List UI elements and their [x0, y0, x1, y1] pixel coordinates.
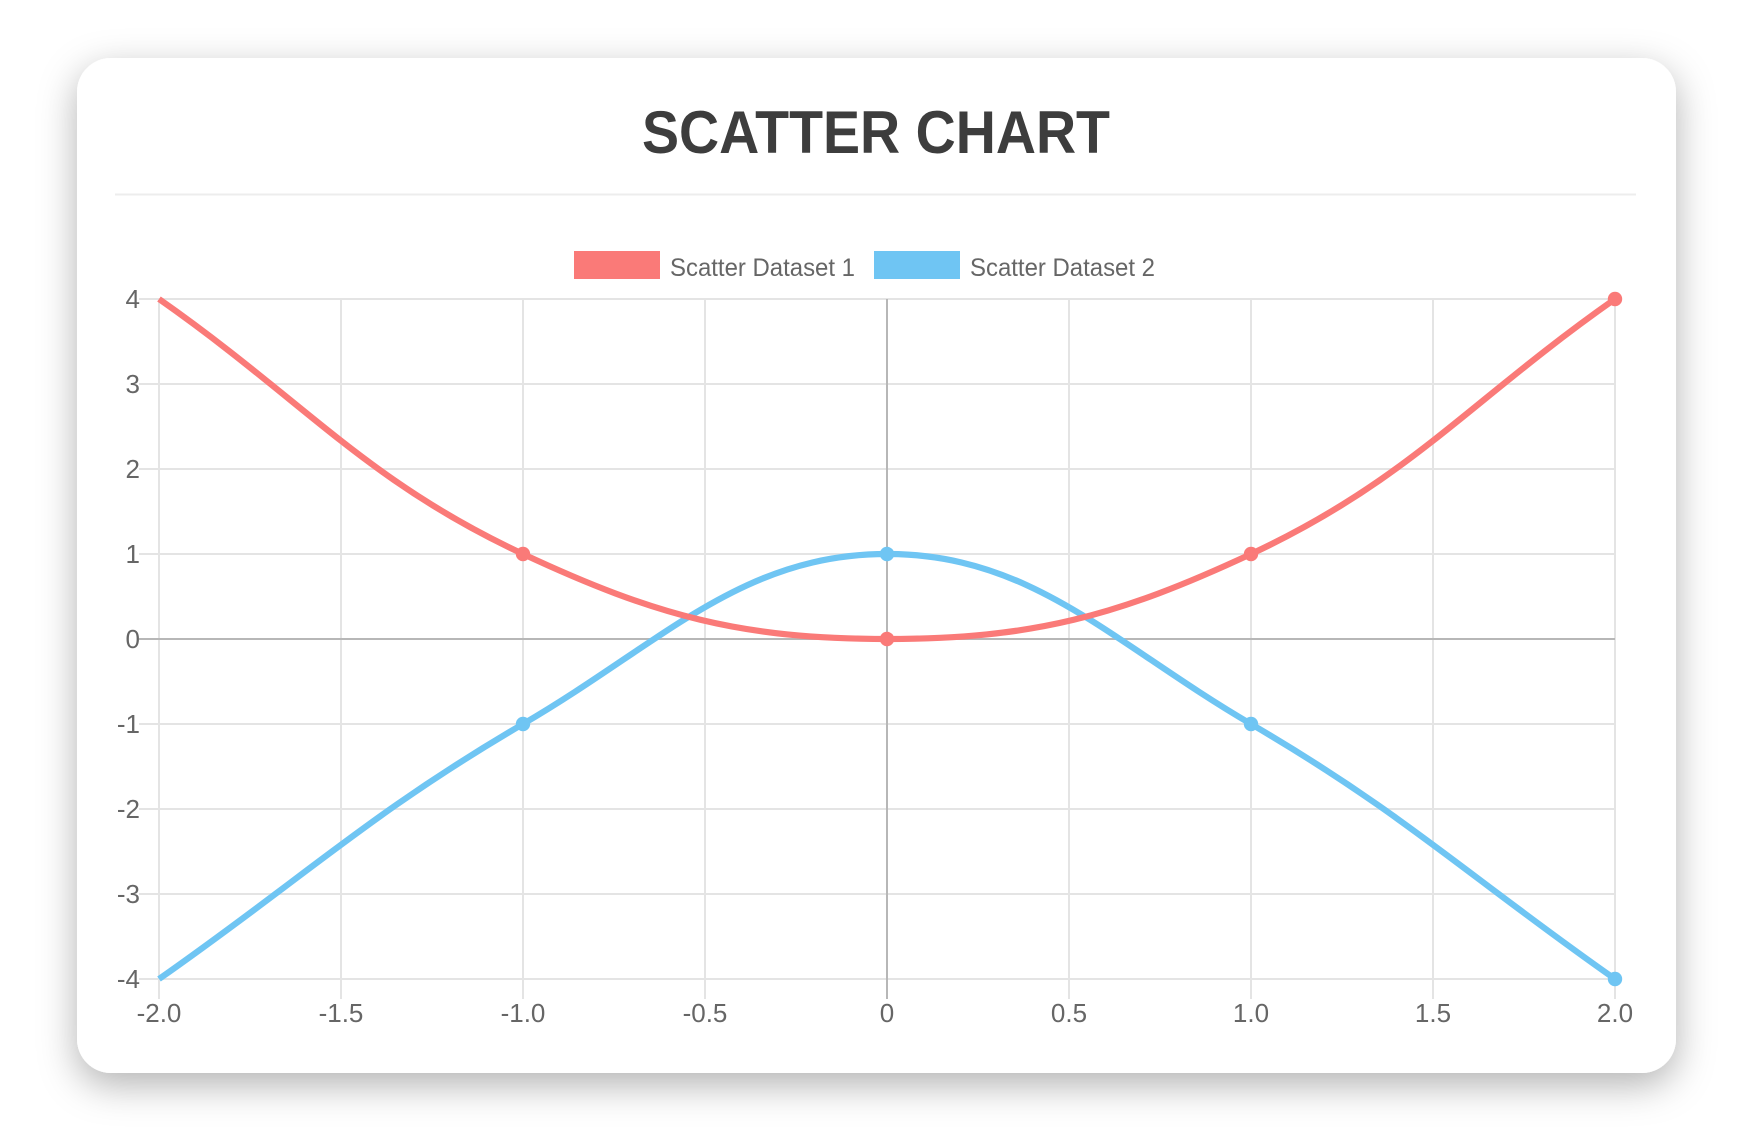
- svg-text:0: 0: [880, 998, 894, 1028]
- svg-text:-3: -3: [117, 879, 140, 909]
- svg-text:1.0: 1.0: [1233, 998, 1269, 1028]
- svg-text:SCATTER CHART: SCATTER CHART: [642, 99, 1110, 166]
- svg-text:-0.5: -0.5: [683, 998, 728, 1028]
- svg-text:-1: -1: [117, 709, 140, 739]
- svg-text:0: 0: [126, 624, 140, 654]
- svg-text:2: 2: [126, 454, 140, 484]
- svg-text:1: 1: [126, 539, 140, 569]
- svg-text:-1.0: -1.0: [501, 998, 546, 1028]
- svg-text:4: 4: [126, 284, 140, 314]
- svg-text:-4: -4: [117, 964, 140, 994]
- svg-text:1.5: 1.5: [1415, 998, 1451, 1028]
- svg-text:-1.5: -1.5: [319, 998, 364, 1028]
- svg-text:2.0: 2.0: [1597, 998, 1633, 1028]
- svg-text:Scatter Dataset 2: Scatter Dataset 2: [970, 254, 1155, 282]
- svg-text:-2.0: -2.0: [137, 998, 182, 1028]
- svg-text:0.5: 0.5: [1051, 998, 1087, 1028]
- svg-text:-2: -2: [117, 794, 140, 824]
- svg-text:3: 3: [126, 369, 140, 399]
- svg-text:Scatter Dataset 1: Scatter Dataset 1: [670, 254, 855, 282]
